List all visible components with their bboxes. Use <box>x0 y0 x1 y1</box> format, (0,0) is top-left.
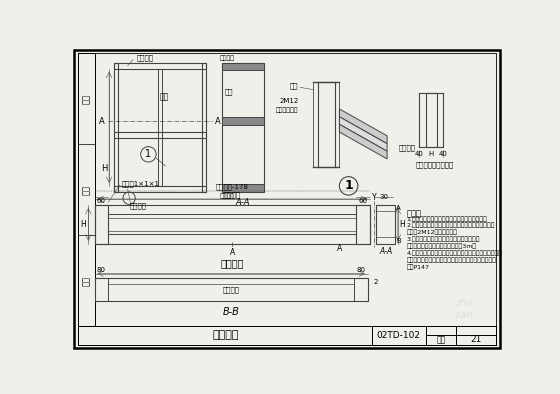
Bar <box>222 184 264 192</box>
Text: 墙梁长度-178: 墙梁长度-178 <box>216 183 249 190</box>
Text: H: H <box>80 220 86 229</box>
Text: 1: 1 <box>344 179 353 192</box>
Text: 页次: 页次 <box>436 335 446 344</box>
Bar <box>426 93 437 147</box>
Text: 80: 80 <box>356 267 366 273</box>
Text: 可查P147: 可查P147 <box>407 264 430 270</box>
Text: 80: 80 <box>97 267 106 273</box>
Polygon shape <box>339 109 387 143</box>
Text: 窗下框架: 窗下框架 <box>129 203 146 209</box>
Text: B-B: B-B <box>223 307 240 317</box>
Bar <box>354 278 368 301</box>
Text: A: A <box>230 248 235 257</box>
Bar <box>114 132 206 138</box>
Bar <box>376 205 395 243</box>
Text: A: A <box>99 117 105 126</box>
Text: 40: 40 <box>439 151 448 156</box>
Text: 窗顶框架: 窗顶框架 <box>220 55 235 61</box>
Text: H: H <box>400 220 405 229</box>
Bar <box>95 278 109 301</box>
Text: 图例: 图例 <box>82 185 91 195</box>
Text: 2M12: 2M12 <box>279 98 298 104</box>
Polygon shape <box>339 117 387 151</box>
Text: 窗柱: 窗柱 <box>225 89 234 95</box>
Text: 窗顶框架: 窗顶框架 <box>137 55 154 61</box>
Text: 矩管截面尺寸: 矩管截面尺寸 <box>276 108 298 113</box>
Text: 说明？: 说明？ <box>407 209 421 218</box>
Text: 窗柱: 窗柱 <box>290 82 298 89</box>
Text: Y: Y <box>372 193 376 202</box>
Text: 1: 1 <box>146 149 151 159</box>
Text: 40: 40 <box>415 151 424 156</box>
Bar <box>114 63 206 69</box>
Text: 60: 60 <box>97 197 106 204</box>
Text: 墙梁跨度: 墙梁跨度 <box>224 192 241 199</box>
Bar <box>158 69 162 186</box>
Bar <box>202 63 206 192</box>
Text: A: A <box>216 117 221 126</box>
Bar <box>77 54 95 326</box>
Text: 孔槽距1×1×1: 孔槽距1×1×1 <box>122 180 160 187</box>
Text: A-A: A-A <box>235 198 250 207</box>
Bar <box>222 117 264 125</box>
Bar <box>95 205 109 243</box>
Bar <box>114 63 118 192</box>
Text: 02TD-102: 02TD-102 <box>377 331 421 340</box>
Bar <box>109 214 356 234</box>
Bar <box>95 205 370 243</box>
Text: 窗下墙架: 窗下墙架 <box>399 144 416 151</box>
Bar <box>77 326 496 344</box>
Text: 墙梁跨度: 墙梁跨度 <box>223 286 240 293</box>
Text: A: A <box>337 244 342 253</box>
Bar <box>318 82 335 167</box>
Text: 60: 60 <box>359 197 368 204</box>
Text: 墙柱大样: 墙柱大样 <box>221 258 244 268</box>
Bar <box>356 205 370 243</box>
Text: 采用为2M12型螺栓必须！: 采用为2M12型螺栓必须！ <box>407 230 458 235</box>
Text: zhu
jian: zhu jian <box>455 298 473 320</box>
Text: 应对落架螺栓顶的下落架工着螺旋的零件为参考用目前: 应对落架螺栓顶的下落架工着螺旋的零件为参考用目前 <box>407 258 496 263</box>
Text: 2: 2 <box>374 279 378 285</box>
Text: 窗下框架: 窗下框架 <box>220 194 235 199</box>
Text: 说明: 说明 <box>82 94 91 104</box>
Text: 窗柱连接构件尺寸表: 窗柱连接构件尺寸表 <box>416 161 454 167</box>
Text: 窗框: 窗框 <box>159 93 169 102</box>
Bar <box>222 63 264 71</box>
Text: 1.墙板板型仅用于墙面与单层双层压型钢板时？: 1.墙板板型仅用于墙面与单层双层压型钢板时？ <box>407 216 487 221</box>
Bar <box>222 63 264 192</box>
Bar <box>95 278 368 301</box>
Text: H: H <box>429 151 434 156</box>
Polygon shape <box>339 124 387 159</box>
Text: 21: 21 <box>471 335 482 344</box>
Text: 4.实际门顶下落架与钢板构件的螺杆作为锁链螺栓施工时: 4.实际门顶下落架与钢板构件的螺杆作为锁链螺栓施工时 <box>407 251 502 256</box>
Text: 固柱连接: 固柱连接 <box>212 330 239 340</box>
Text: 视计: 视计 <box>82 275 91 286</box>
Text: H: H <box>101 164 108 173</box>
Text: B: B <box>396 238 401 243</box>
Text: 30: 30 <box>380 194 389 201</box>
Text: A: A <box>396 205 401 211</box>
Bar <box>114 186 206 192</box>
Text: 方向稳开距与墙架中顶方向偏差控3m？: 方向稳开距与墙架中顶方向偏差控3m？ <box>407 243 477 249</box>
Text: 2.避免一根拉杆与墙架构组合顶梁顶对与上下落架组: 2.避免一根拉杆与墙架构组合顶梁顶对与上下落架组 <box>407 223 495 229</box>
Text: 3.挂墙螺杆采购时孔槽中有空隙螺栓施工两: 3.挂墙螺杆采购时孔槽中有空隙螺栓施工两 <box>407 237 480 242</box>
Text: A-A: A-A <box>379 247 392 256</box>
